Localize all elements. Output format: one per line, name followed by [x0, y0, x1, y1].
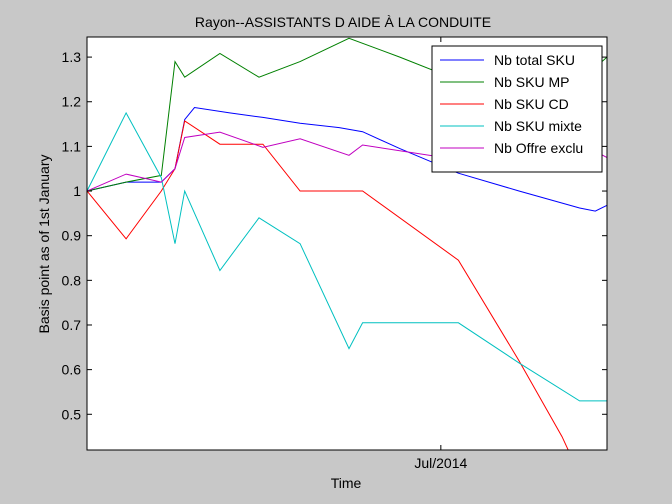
- legend-label: Nb SKU mixte: [494, 118, 582, 134]
- x-tick-label: Jul/2014: [414, 455, 467, 471]
- y-tick-label: 0.5: [62, 406, 82, 422]
- y-tick-label: 1.1: [62, 138, 82, 154]
- y-tick-label: 1: [73, 183, 81, 199]
- y-tick-label: 0.7: [62, 317, 82, 333]
- tick-layer: 0.5 0.6 0.7 0.8 0.9 1 1.1 1.2 1.3 Jul/2014: [62, 37, 607, 471]
- x-axis-label: Time: [331, 475, 362, 491]
- y-axis-label: Basis point as of 1st January: [36, 155, 52, 334]
- legend-label: Nb SKU MP: [494, 74, 569, 90]
- series-line-4: [87, 111, 607, 402]
- legend-label: Nb total SKU: [494, 52, 575, 68]
- legend-box: [431, 45, 603, 173]
- series-line-3: [87, 120, 569, 450]
- y-tick-label: 1.3: [62, 49, 82, 65]
- y-tick-label: 0.9: [62, 228, 82, 244]
- legend-label: Nb Offre exclu: [494, 140, 583, 156]
- chart-title: Rayon--ASSISTANTS D AIDE À LA CONDUITE: [195, 14, 491, 30]
- y-tick-label: 0.8: [62, 272, 82, 288]
- legend-label: Nb SKU CD: [494, 96, 569, 112]
- plot-frame: [86, 36, 608, 451]
- y-tick-label: 0.6: [62, 362, 82, 378]
- legend: Nb total SKU Nb SKU MP Nb SKU CD Nb SKU mix…: [431, 45, 603, 173]
- y-tick-label: 1.2: [62, 94, 82, 110]
